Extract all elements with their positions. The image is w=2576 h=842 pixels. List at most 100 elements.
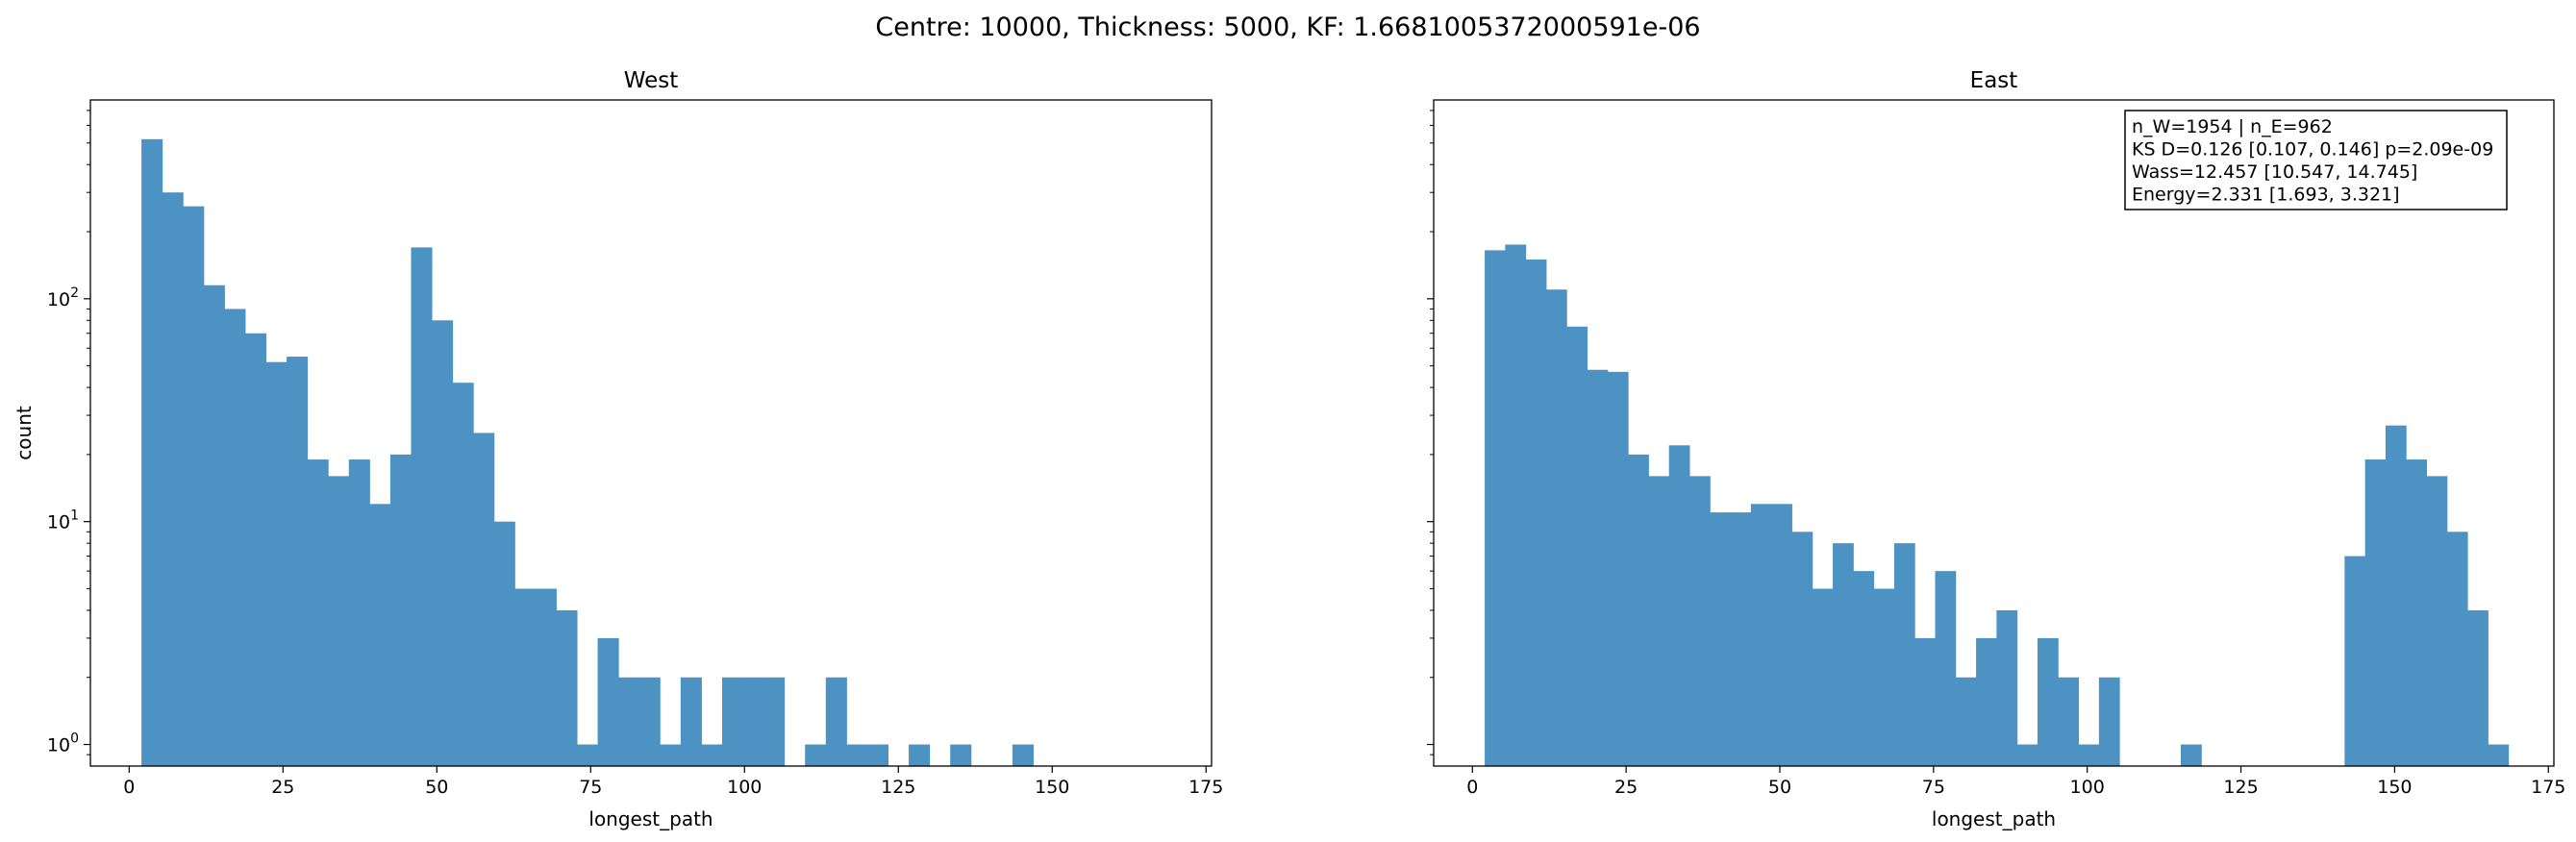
- panel-title: West: [624, 68, 679, 93]
- x-tick-label: 25: [1614, 777, 1638, 798]
- x-tick-label: 150: [1035, 777, 1069, 798]
- x-tick-label: 100: [727, 777, 762, 798]
- figure-suptitle: Centre: 10000, Thickness: 5000, KF: 1.66…: [875, 12, 1700, 42]
- histogram-bar: [369, 504, 391, 766]
- histogram-bar: [473, 433, 495, 766]
- histogram-bar: [2037, 637, 2059, 766]
- histogram-bar: [1771, 504, 1792, 766]
- histogram-bar: [1668, 445, 1690, 766]
- histogram-bar: [2181, 744, 2202, 766]
- stats-annotation-line: Energy=2.331 [1.693, 3.321]: [2132, 185, 2400, 206]
- histogram-bar: [909, 744, 931, 766]
- histogram-bar: [1750, 504, 1772, 766]
- histogram-bar: [1012, 744, 1034, 766]
- histogram-bar: [2098, 677, 2120, 766]
- histogram-bar: [1833, 543, 1854, 766]
- histogram-bar: [287, 357, 309, 766]
- stats-annotation-line: n_W=1954 | n_E=962: [2132, 116, 2333, 137]
- axes-frame: [89, 99, 1213, 767]
- histogram-bar: [866, 744, 889, 766]
- histogram-bar: [846, 744, 868, 766]
- histogram-bar: [1688, 476, 1711, 766]
- x-tick-label: 175: [2531, 777, 2565, 798]
- histogram-bar: [1853, 571, 1875, 766]
- histogram-bar: [1730, 512, 1752, 766]
- x-tick-label: 25: [271, 777, 294, 798]
- histogram-bar: [1485, 250, 1506, 766]
- x-axis-label: longest_path: [588, 807, 713, 830]
- y-tick-label: 102: [47, 285, 79, 310]
- histogram-bar: [1955, 677, 1977, 766]
- histogram-bar: [742, 677, 764, 766]
- histogram-bar: [805, 744, 827, 766]
- x-axis-label: longest_path: [1932, 807, 2056, 830]
- histogram-bar: [2058, 677, 2080, 766]
- x-tick-label: 75: [1922, 777, 1945, 798]
- x-tick-label: 125: [2223, 777, 2258, 798]
- x-tick-label: 175: [1188, 777, 1223, 798]
- histogram-bar: [1607, 371, 1629, 766]
- histogram-bar: [141, 138, 163, 766]
- histogram-bar: [2406, 459, 2428, 766]
- histogram-bar: [1914, 637, 1937, 766]
- stats-annotation-line: KS D=0.126 [0.107, 0.146] p=2.09e-09: [2132, 139, 2493, 161]
- histogram-bar: [1893, 543, 1915, 766]
- west-panel: 0 25 50 75 100 125 150 175 100 101 102 West longest_…: [13, 68, 1223, 830]
- axes-frame: [1433, 99, 2555, 767]
- histogram-bar: [1628, 454, 1649, 766]
- histogram-bar: [1710, 512, 1732, 766]
- histogram-bar: [1791, 532, 1813, 766]
- histogram-bar: [203, 285, 225, 766]
- histogram-bar: [2364, 459, 2387, 766]
- histogram-bar: [183, 206, 205, 766]
- histogram-bar: [618, 677, 640, 766]
- histogram-bar: [1873, 588, 1895, 766]
- histogram-bar: [1525, 260, 1547, 766]
- histogram-bar: [660, 744, 682, 766]
- histogram-bar: [307, 459, 329, 766]
- histogram-bar: [597, 637, 619, 766]
- histogram-bar: [2344, 556, 2366, 766]
- x-tick-label: 75: [579, 777, 602, 798]
- y-axis-label: count: [13, 406, 36, 460]
- histogram-bar: [577, 744, 599, 766]
- histogram-bar: [1996, 609, 2018, 766]
- x-tick-label: 50: [425, 777, 448, 798]
- x-tick-label: 0: [123, 777, 135, 798]
- x-tick-label: 0: [1466, 777, 1478, 798]
- histogram-bar: [721, 677, 744, 766]
- histogram-bar: [224, 309, 246, 766]
- panel-title: East: [1970, 68, 2018, 93]
- east-panel: 0 25 50 75 100 125 150 175 East longest_path n_W=1…: [1427, 68, 2565, 830]
- histogram-bar: [2446, 532, 2468, 766]
- histogram-bar: [2078, 744, 2100, 766]
- histogram-bar: [701, 744, 723, 766]
- histogram-bar: [348, 459, 370, 766]
- histogram-bar: [2426, 476, 2448, 766]
- histogram-bar: [1976, 637, 1997, 766]
- histogram-bar: [432, 320, 454, 766]
- histogram-bar: [2488, 744, 2510, 766]
- histogram-bar: [162, 192, 184, 766]
- histogram-bar: [680, 677, 702, 766]
- histogram-bar: [1648, 476, 1670, 766]
- histogram-bar: [1545, 289, 1567, 766]
- histogram-bar: [825, 677, 847, 766]
- histogram-bar: [244, 333, 267, 766]
- histogram-bar: [638, 677, 661, 766]
- histogram-bar: [2385, 425, 2407, 766]
- histogram-bar: [328, 476, 350, 766]
- y-tick-label: 100: [47, 731, 79, 756]
- histogram-bar: [389, 454, 412, 766]
- histogram-bar: [950, 744, 972, 766]
- x-tick-label: 100: [2070, 777, 2105, 798]
- histogram-bar: [452, 383, 474, 766]
- stats-annotation-box: [2124, 110, 2508, 210]
- histogram-bar: [1587, 369, 1609, 766]
- x-tick-label: 150: [2377, 777, 2412, 798]
- histogram-bar: [493, 521, 515, 766]
- histogram-bar: [2467, 609, 2488, 766]
- histogram-bar: [265, 361, 288, 766]
- histogram-bar: [2016, 744, 2038, 766]
